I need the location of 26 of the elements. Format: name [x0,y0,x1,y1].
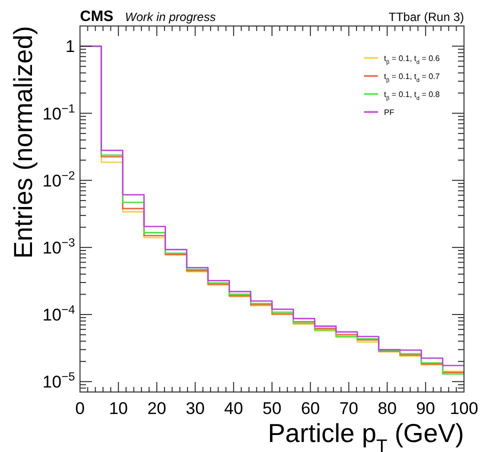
y-tick-label: 10$^{−2}$ [42,168,76,190]
legend-label: PF [384,108,394,117]
chart-subtitle: Work in progress [125,10,216,24]
x-tick-label: 10 [108,399,128,418]
legend-label: t$_{β}$ = 0.1, t$_{d}$ = 0.8 [384,90,440,102]
x-tick-label: 90 [416,399,436,418]
y-tick-label: 1 [66,37,75,56]
text: TTbar (Run 3) [388,10,464,24]
y-tick-label: 10$^{−3}$ [42,235,76,258]
y-tick-label: 10$^{−5}$ [42,370,76,392]
x-tick-label: 30 [186,399,205,418]
x-tick-label: 20 [147,399,166,418]
x-tick-label: 40 [224,399,244,418]
x-tick-label: 100 [450,399,478,418]
legend-label: t$_{β}$ = 0.1, t$_{d}$ = 0.6 [384,54,440,66]
chart-title: CMS [80,8,114,25]
legend-label: t$_{β}$ = 0.1, t$_{d}$ = 0.7 [384,72,440,84]
y-axis-title: Entries (normalized) [8,26,38,259]
x-axis-title: Particle p$_{T}$ (GeV) [268,418,464,452]
x-tick-label: 0 [75,399,85,418]
x-tick-label: 80 [378,399,397,418]
x-tick-label: 50 [262,399,282,418]
y-tick-label: 10$^{−1}$ [42,101,76,124]
y-tick-label: 10$^{−4}$ [42,302,76,325]
x-tick-label: 60 [300,399,320,418]
x-tick-label: 70 [339,399,358,418]
